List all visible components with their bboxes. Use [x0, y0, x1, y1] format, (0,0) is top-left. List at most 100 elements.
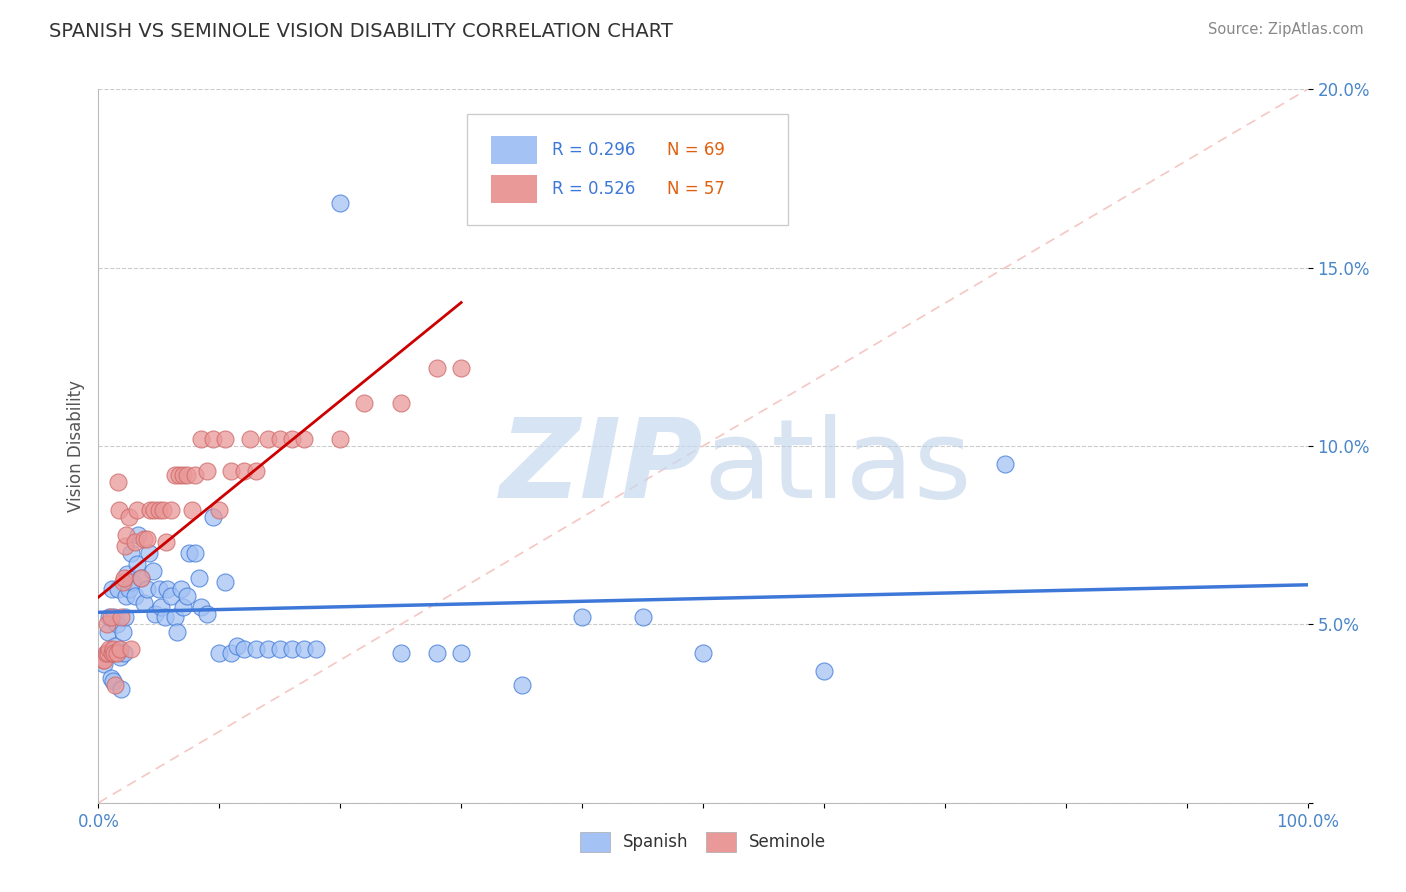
- Point: [176, 589, 198, 603]
- Point: [91, 653, 114, 667]
- Point: [353, 396, 375, 410]
- Point: [190, 432, 212, 446]
- Point: [127, 557, 149, 571]
- Text: ZIP: ZIP: [499, 414, 703, 521]
- Point: [100, 610, 122, 624]
- Point: [292, 642, 315, 657]
- Point: [104, 639, 127, 653]
- Point: [114, 610, 136, 624]
- Legend: Spanish, Seminole: Spanish, Seminole: [574, 825, 832, 859]
- Point: [108, 503, 131, 517]
- Point: [143, 607, 166, 621]
- Point: [121, 574, 143, 589]
- Point: [148, 582, 170, 596]
- Point: [510, 678, 533, 692]
- Point: [129, 571, 152, 585]
- Point: [329, 196, 352, 211]
- Point: [100, 646, 122, 660]
- Point: [631, 610, 654, 624]
- Point: [127, 528, 149, 542]
- Point: [100, 582, 122, 596]
- Point: [195, 607, 218, 621]
- Point: [426, 646, 449, 660]
- Point: [114, 539, 136, 553]
- Point: [169, 582, 191, 596]
- Point: [160, 589, 183, 603]
- Point: [105, 617, 128, 632]
- Text: SPANISH VS SEMINOLE VISION DISABILITY CORRELATION CHART: SPANISH VS SEMINOLE VISION DISABILITY CO…: [49, 22, 673, 41]
- Point: [389, 396, 412, 410]
- Text: atlas: atlas: [703, 414, 972, 521]
- Point: [256, 432, 278, 446]
- Point: [329, 432, 352, 446]
- Point: [135, 582, 157, 596]
- Point: [100, 646, 122, 660]
- Point: [98, 642, 121, 657]
- Point: [692, 646, 714, 660]
- Point: [226, 639, 249, 653]
- Point: [176, 467, 198, 482]
- Point: [269, 642, 291, 657]
- Point: [103, 646, 125, 660]
- Point: [153, 610, 176, 624]
- Point: [152, 503, 174, 517]
- Point: [105, 646, 128, 660]
- Text: Source: ZipAtlas.com: Source: ZipAtlas.com: [1208, 22, 1364, 37]
- Point: [163, 467, 186, 482]
- Point: [135, 532, 157, 546]
- Point: [108, 649, 131, 664]
- Point: [120, 546, 142, 560]
- Point: [148, 503, 170, 517]
- Point: [97, 646, 120, 660]
- Point: [221, 646, 243, 660]
- Point: [281, 432, 304, 446]
- Point: [120, 642, 142, 657]
- Point: [93, 653, 115, 667]
- Point: [127, 503, 149, 517]
- Point: [239, 432, 262, 446]
- Point: [389, 646, 412, 660]
- Point: [994, 457, 1017, 471]
- Point: [134, 596, 156, 610]
- Point: [98, 610, 121, 624]
- Text: R = 0.296: R = 0.296: [551, 141, 636, 159]
- Point: [138, 546, 160, 560]
- Point: [208, 646, 231, 660]
- Point: [187, 571, 209, 585]
- Point: [269, 432, 291, 446]
- Point: [281, 642, 304, 657]
- Point: [96, 646, 118, 660]
- Point: [156, 582, 179, 596]
- Point: [214, 432, 236, 446]
- Point: [155, 535, 177, 549]
- Point: [450, 646, 472, 660]
- Point: [115, 528, 138, 542]
- Point: [97, 624, 120, 639]
- Point: [129, 571, 152, 585]
- Point: [426, 360, 449, 375]
- Point: [143, 503, 166, 517]
- Point: [110, 610, 132, 624]
- Point: [571, 610, 593, 624]
- Point: [232, 464, 254, 478]
- Text: R = 0.526: R = 0.526: [551, 180, 636, 198]
- Point: [813, 664, 835, 678]
- Point: [108, 646, 131, 660]
- Point: [208, 503, 231, 517]
- FancyBboxPatch shape: [492, 136, 537, 164]
- Point: [221, 464, 243, 478]
- Point: [195, 464, 218, 478]
- Point: [450, 360, 472, 375]
- Point: [184, 546, 207, 560]
- Point: [163, 610, 186, 624]
- Text: N = 69: N = 69: [666, 141, 724, 159]
- Point: [101, 642, 124, 657]
- Point: [101, 674, 124, 689]
- Point: [100, 671, 122, 685]
- Point: [107, 582, 129, 596]
- Point: [160, 503, 183, 517]
- Point: [172, 599, 194, 614]
- Point: [139, 503, 162, 517]
- Point: [103, 610, 125, 624]
- Point: [111, 574, 134, 589]
